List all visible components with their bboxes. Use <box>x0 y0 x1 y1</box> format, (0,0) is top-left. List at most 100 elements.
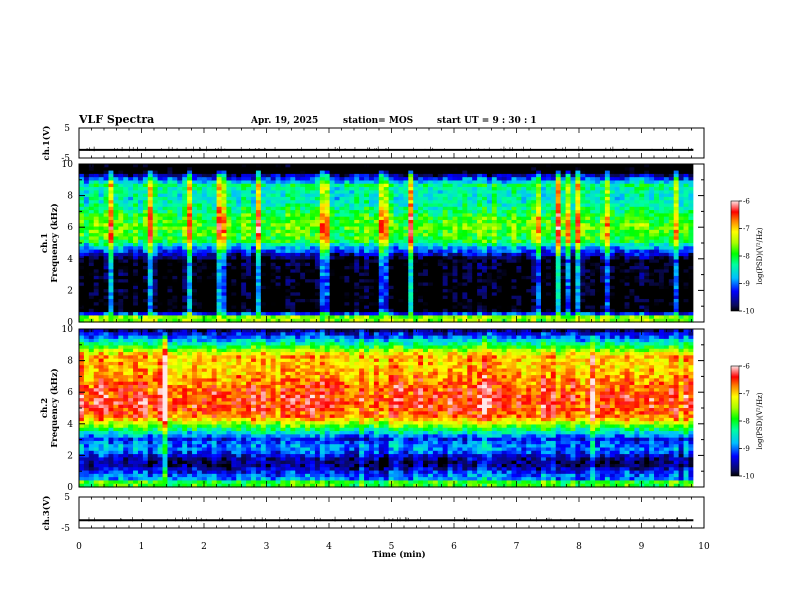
spectrogram-cell <box>290 190 296 195</box>
spectrogram-cell <box>201 206 208 211</box>
spectrogram-cell <box>290 170 296 175</box>
spectrogram-cell <box>329 298 336 303</box>
spectrogram-cell <box>275 213 282 218</box>
spectrogram-cell <box>206 190 213 195</box>
spectrogram-cell <box>142 223 149 228</box>
spectrogram-cell <box>260 170 267 175</box>
spectrogram-cell <box>329 318 336 323</box>
spectrogram-cell <box>300 259 306 264</box>
spectrogram-cell <box>98 256 105 261</box>
spectrogram-cell <box>364 196 370 201</box>
spectrogram-cell <box>285 223 291 228</box>
spectrogram-cell <box>201 282 208 287</box>
spectrogram-cell <box>162 289 169 293</box>
spectrogram-cell <box>305 164 311 168</box>
spectrogram-cell <box>364 256 370 261</box>
spectrogram-cell <box>133 223 139 228</box>
spectrogram-cell <box>118 256 124 261</box>
spectrogram-cell <box>295 282 301 287</box>
spectrogram-cell <box>334 249 341 254</box>
spectrogram-cell <box>88 295 95 300</box>
spectrogram-cell <box>310 177 316 182</box>
spectrogram-cell <box>339 236 346 241</box>
spectrogram-cell <box>157 177 164 182</box>
spectrogram-cell <box>98 216 105 221</box>
spectrogram-cell <box>314 318 321 323</box>
spectrogram-cell <box>236 292 242 297</box>
spectrogram-cell <box>300 289 306 293</box>
spectrogram-cell <box>221 193 228 198</box>
spectrogram-cell <box>88 229 95 234</box>
spectrogram-cell <box>339 213 346 218</box>
spectrogram-cell <box>290 282 296 287</box>
spectrogram-cell <box>349 196 355 201</box>
spectrogram-cell <box>319 219 326 224</box>
spectrogram-cell <box>196 279 203 284</box>
spectrogram-cell <box>118 239 124 244</box>
spectrogram-cell <box>265 236 272 241</box>
spectrogram-cell <box>157 183 164 188</box>
spectrogram-cell <box>88 206 95 211</box>
spectrogram-cell <box>157 190 164 195</box>
spectrogram-cell <box>310 173 316 178</box>
spectrogram-cell <box>305 256 311 261</box>
spectrogram-cell <box>118 210 124 214</box>
spectrogram-cell <box>113 275 119 280</box>
spectrogram-cell <box>157 236 164 241</box>
spectrogram-cell <box>270 167 277 172</box>
spectrogram-cell <box>285 167 291 172</box>
spectrogram-cell <box>349 164 355 168</box>
spectrogram-cell <box>305 229 311 234</box>
spectrogram-cell <box>349 210 355 214</box>
spectrogram-cell <box>142 243 149 247</box>
spectrogram-cell <box>192 173 198 178</box>
spectrogram-cell <box>123 190 129 195</box>
spectrogram-cell <box>123 180 129 185</box>
spectrogram-cell <box>79 269 85 274</box>
spectrogram-cell <box>270 305 277 310</box>
spectrogram-cell <box>221 226 228 231</box>
spectrogram-cell <box>359 183 365 188</box>
spectrogram-cell <box>241 266 247 270</box>
spectrogram-cell <box>310 206 316 211</box>
spectrogram-cell <box>162 223 169 228</box>
spectrogram-cell <box>368 312 375 317</box>
spectrogram-cell <box>196 292 203 297</box>
spectrogram-cell <box>270 318 277 323</box>
spectrogram-cell <box>93 298 100 303</box>
spectrogram-cell <box>364 252 370 257</box>
spectrogram-cell <box>108 229 114 234</box>
spectrogram-cell <box>83 275 90 280</box>
spectrogram-cell <box>211 170 218 175</box>
spectrogram-cell <box>280 173 287 178</box>
spectrogram-cell <box>187 164 193 168</box>
spectrogram-cell <box>231 285 237 290</box>
spectrogram-cell <box>368 187 375 191</box>
spectrogram-cell <box>314 213 321 218</box>
spectrogram-cell <box>295 170 301 175</box>
spectrogram-cell <box>103 262 110 267</box>
spectrogram-cell <box>123 226 129 231</box>
spectrogram-cell <box>108 167 114 172</box>
spectrogram-cell <box>128 312 134 317</box>
spectrogram-cell <box>300 180 306 185</box>
spectrogram-cell <box>98 210 105 214</box>
spectrogram-cell <box>310 262 316 267</box>
spectrogram-cell <box>275 275 282 280</box>
spectrogram-cell <box>206 275 213 280</box>
spectrogram-cell <box>128 229 134 234</box>
spectrogram-cell <box>310 318 316 323</box>
spectrogram-cell <box>216 200 223 205</box>
spectrogram-cell <box>157 295 164 300</box>
spectrogram-cell <box>182 252 188 257</box>
spectrogram-cell <box>187 187 193 191</box>
spectrogram-cell <box>236 190 242 195</box>
spectrogram-cell <box>324 210 331 214</box>
spectrogram-cell <box>364 223 370 228</box>
spectrogram-cell <box>172 177 178 182</box>
spectrogram-cell <box>162 243 169 247</box>
spectrogram-cell <box>177 236 183 241</box>
spectrogram-cell <box>88 305 95 310</box>
spectrogram-cell <box>142 213 149 218</box>
spectrogram-cell <box>221 210 228 214</box>
